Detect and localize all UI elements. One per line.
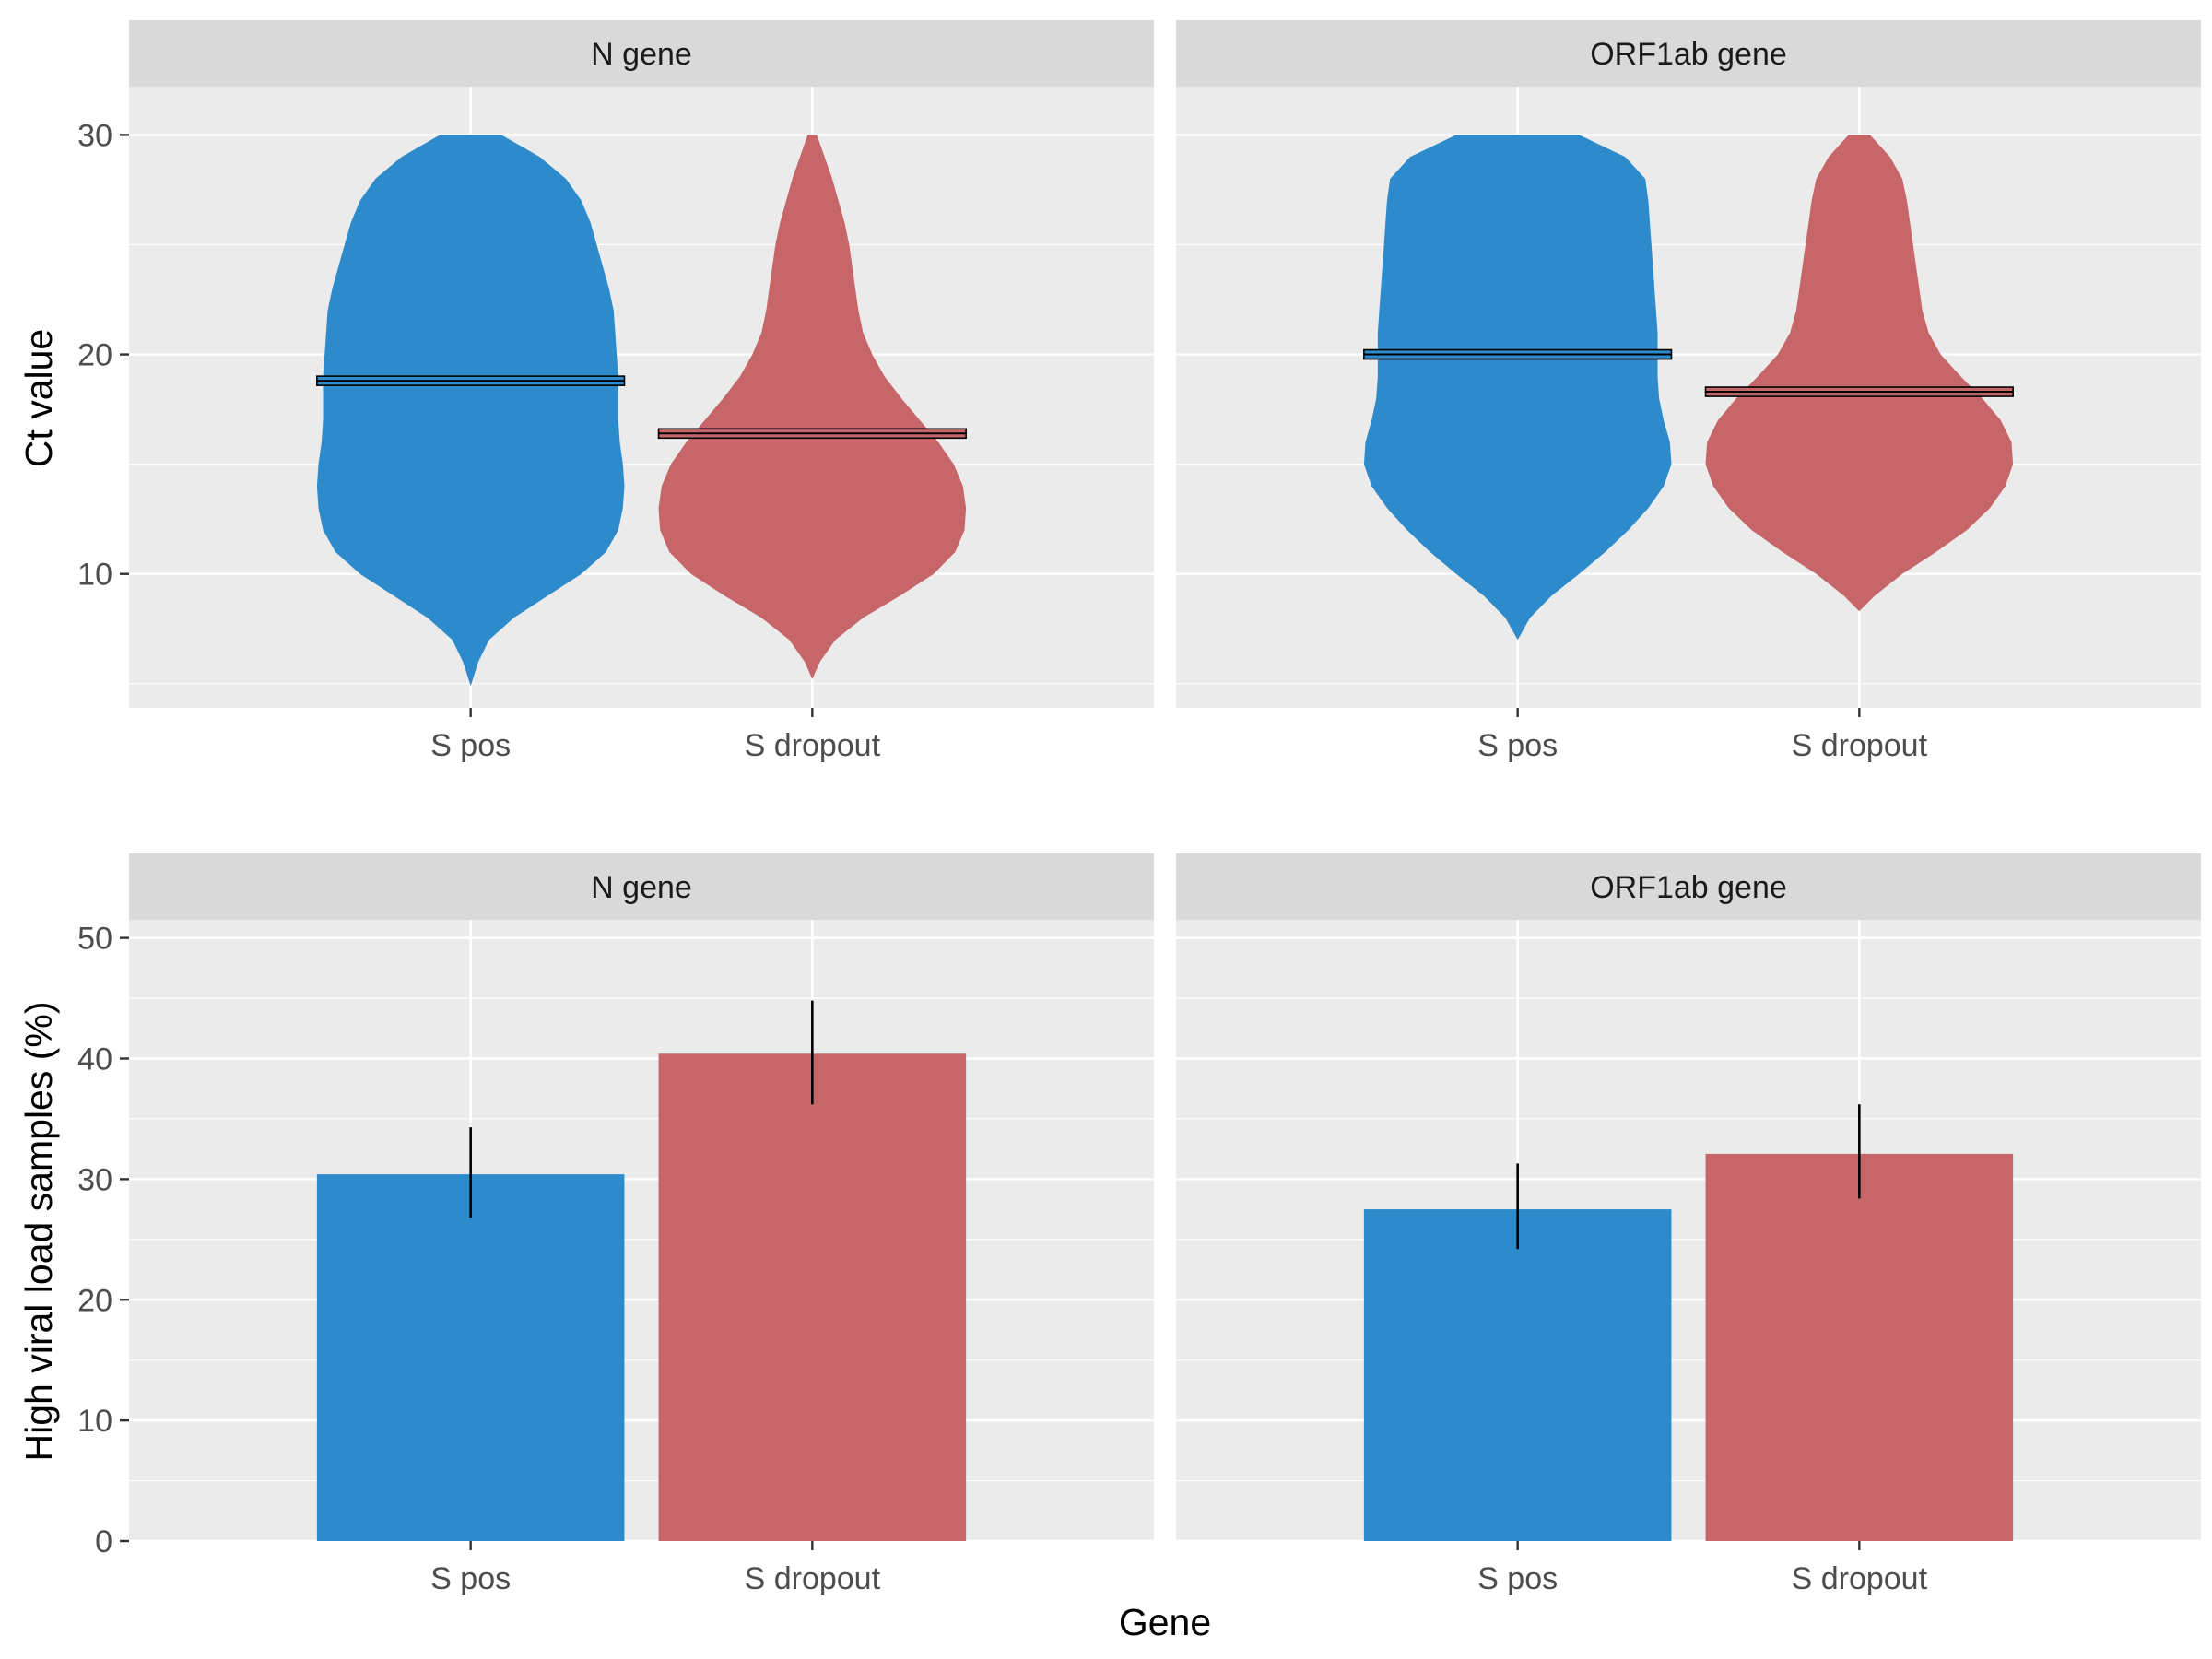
panel-background bbox=[129, 87, 1154, 708]
y-tick-label: 10 bbox=[77, 558, 112, 593]
panel-background bbox=[129, 920, 1154, 1541]
facet-strip-label: N gene bbox=[591, 870, 692, 905]
bar-sdropout bbox=[1705, 1153, 2014, 1541]
y-tick-label: 40 bbox=[77, 1042, 112, 1077]
violin-spos bbox=[316, 135, 625, 687]
high-viral-load-bar-row: N gene S pos S dropout 0 10 20 30 40 50 ORF1ab ge… bbox=[77, 853, 2201, 1596]
bar-spos bbox=[316, 1174, 625, 1541]
panel-background bbox=[1176, 87, 2201, 708]
x-tick-label: S dropout bbox=[1792, 728, 1928, 763]
y-tick-label: 30 bbox=[77, 1162, 112, 1197]
x-tick-label: S pos bbox=[1477, 1561, 1558, 1596]
facet-strip bbox=[129, 853, 1154, 920]
violin-sdropout bbox=[1705, 135, 2014, 612]
bottom-y-axis-title: High viral load samples (%) bbox=[18, 1001, 60, 1461]
y-tick-label: 10 bbox=[77, 1404, 112, 1439]
bar-sdropout bbox=[658, 1053, 967, 1541]
violin-sdropout bbox=[658, 135, 967, 679]
facet-strip bbox=[1176, 20, 2201, 87]
facet-strip bbox=[1176, 853, 2201, 920]
facet-strip bbox=[129, 20, 1154, 87]
y-tick-label: 20 bbox=[77, 1283, 112, 1318]
x-tick-label: S pos bbox=[430, 728, 511, 763]
violin-spos bbox=[1363, 135, 1672, 641]
bar-spos bbox=[1363, 1209, 1672, 1541]
x-tick-label: S dropout bbox=[745, 1561, 881, 1596]
y-tick-label: 50 bbox=[77, 922, 112, 957]
x-tick-label: S pos bbox=[430, 1561, 511, 1596]
y-tick-label: 30 bbox=[77, 118, 112, 153]
y-tick-label: 0 bbox=[95, 1524, 112, 1559]
facet-strip-label: ORF1ab gene bbox=[1590, 870, 1787, 905]
x-tick-label: S dropout bbox=[745, 728, 881, 763]
panel-background bbox=[1176, 920, 2201, 1541]
y-tick-label: 20 bbox=[77, 338, 112, 373]
top-y-axis-title: Ct value bbox=[18, 329, 60, 467]
facet-strip-label: N gene bbox=[591, 37, 692, 72]
ct-value-violin-row: N gene S pos S dropout 10 20 30 ORF1ab gene S p… bbox=[77, 20, 2201, 763]
x-axis-title: Gene bbox=[1119, 1601, 1211, 1643]
facet-strip-label: ORF1ab gene bbox=[1590, 37, 1787, 72]
x-tick-label: S pos bbox=[1477, 728, 1558, 763]
x-tick-label: S dropout bbox=[1792, 1561, 1928, 1596]
